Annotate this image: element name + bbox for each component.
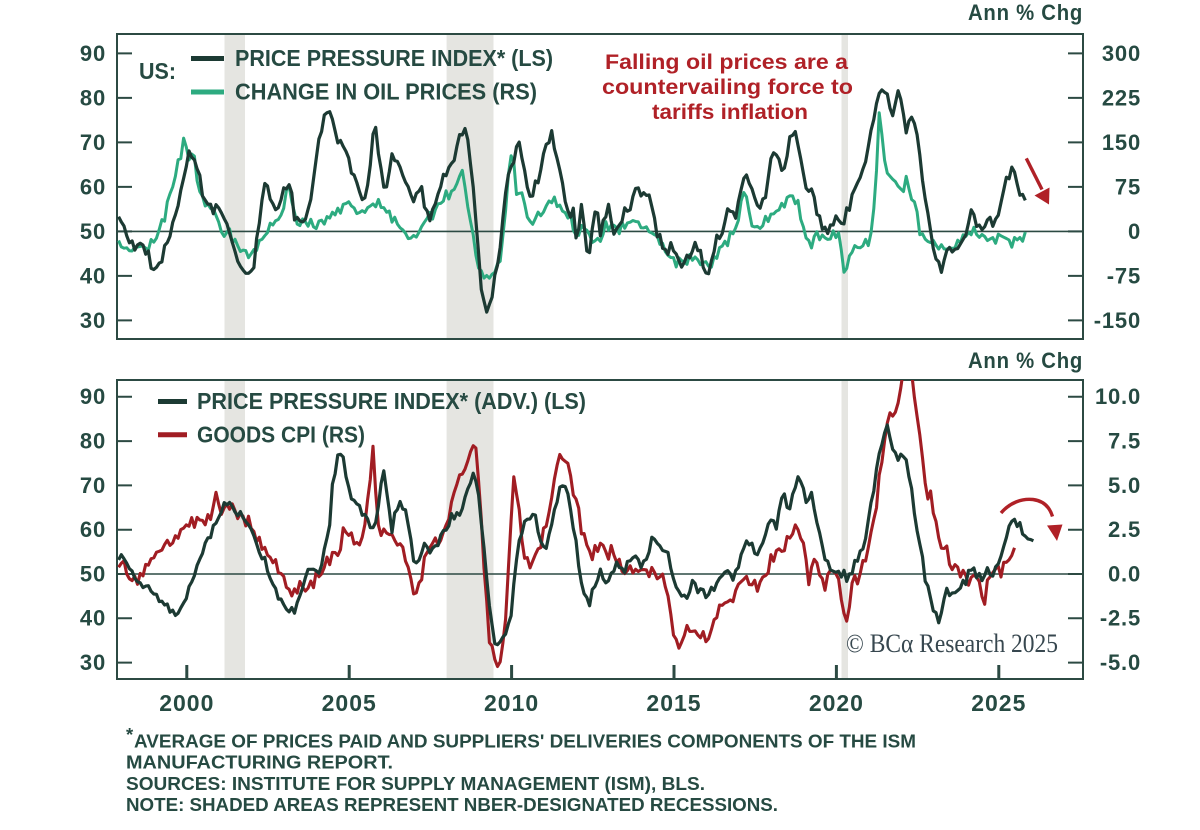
svg-text:US:: US: (139, 58, 176, 84)
svg-text:225: 225 (1102, 85, 1141, 110)
svg-text:2005: 2005 (322, 690, 377, 716)
svg-text:SOURCES: INSTITUTE FOR SUPPLY: SOURCES: INSTITUTE FOR SUPPLY MANAGEMENT… (126, 773, 705, 794)
svg-text:PRICE PRESSURE INDEX* (ADV.) (: PRICE PRESSURE INDEX* (ADV.) (LS) (197, 388, 586, 414)
svg-text:GOODS CPI (RS): GOODS CPI (RS) (197, 422, 365, 448)
svg-text:2020: 2020 (809, 690, 864, 716)
svg-text:30: 30 (80, 308, 106, 333)
svg-text:5.0: 5.0 (1108, 473, 1141, 498)
svg-text:30: 30 (80, 650, 106, 675)
svg-text:75: 75 (1115, 174, 1141, 199)
svg-text:CHANGE IN OIL PRICES (RS): CHANGE IN OIL PRICES (RS) (235, 79, 537, 105)
svg-text:2015: 2015 (646, 690, 701, 716)
svg-text:2.5: 2.5 (1108, 517, 1141, 542)
svg-text:2000: 2000 (159, 690, 214, 716)
svg-text:50: 50 (80, 219, 106, 244)
svg-text:-150: -150 (1094, 308, 1141, 333)
svg-text:2025: 2025 (971, 690, 1026, 716)
svg-text:10.0: 10.0 (1095, 384, 1141, 409)
svg-text:0.0: 0.0 (1108, 561, 1141, 586)
svg-text:40: 40 (80, 606, 106, 631)
svg-text:MANUFACTURING REPORT.: MANUFACTURING REPORT. (126, 752, 393, 773)
svg-text:60: 60 (80, 174, 106, 199)
svg-text:7.5: 7.5 (1108, 429, 1141, 454)
svg-text:2010: 2010 (484, 690, 539, 716)
svg-text:© BCα Research 2025: © BCα Research 2025 (846, 628, 1058, 658)
svg-text:70: 70 (80, 473, 106, 498)
svg-text:40: 40 (80, 263, 106, 288)
svg-text:0: 0 (1128, 219, 1141, 244)
svg-text:70: 70 (80, 130, 106, 155)
svg-text:90: 90 (80, 41, 106, 66)
svg-text:300: 300 (1102, 41, 1141, 66)
svg-text:80: 80 (80, 429, 106, 454)
svg-text:-5.0: -5.0 (1100, 650, 1141, 675)
svg-text:Ann % Chg: Ann % Chg (968, 0, 1083, 25)
svg-text:150: 150 (1102, 130, 1141, 155)
svg-text:-2.5: -2.5 (1100, 606, 1141, 631)
svg-text:50: 50 (80, 561, 106, 586)
svg-text:80: 80 (80, 85, 106, 110)
svg-text:tariffs inflation: tariffs inflation (652, 101, 808, 124)
svg-text:60: 60 (80, 517, 106, 542)
svg-text:-75: -75 (1107, 263, 1141, 288)
svg-text:Ann % Chg: Ann % Chg (968, 348, 1083, 373)
svg-text:90: 90 (80, 384, 106, 409)
svg-text:Falling oil prices are a: Falling oil prices are a (605, 51, 848, 74)
svg-text:countervailing force to: countervailing force to (602, 76, 853, 99)
svg-text:PRICE PRESSURE INDEX* (LS): PRICE PRESSURE INDEX* (LS) (235, 45, 553, 71)
svg-text:AVERAGE OF PRICES PAID AND SUP: AVERAGE OF PRICES PAID AND SUPPLIERS' DE… (134, 731, 916, 752)
svg-text:*: * (126, 724, 134, 745)
svg-text:NOTE: SHADED AREAS REPRESENT N: NOTE: SHADED AREAS REPRESENT NBER-DESIGN… (126, 794, 778, 815)
